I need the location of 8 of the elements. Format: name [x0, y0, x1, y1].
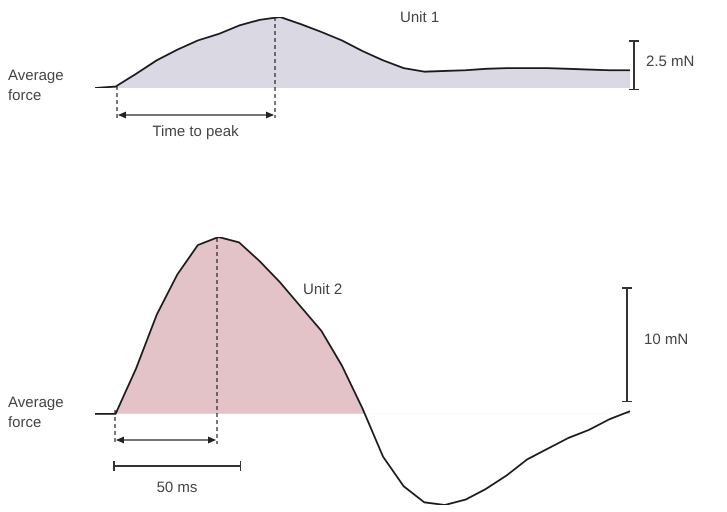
- text: Unit 1: [400, 8, 440, 28]
- text: Time to peak: [151, 122, 240, 142]
- text: 10 mN: [644, 330, 690, 350]
- text: Average force: [8, 66, 65, 106]
- text: Average force: [8, 393, 65, 433]
- series-label: Unit 2: [303, 280, 342, 300]
- text: 2.5 mN: [646, 52, 696, 72]
- annotation: 50 ms: [156, 478, 198, 498]
